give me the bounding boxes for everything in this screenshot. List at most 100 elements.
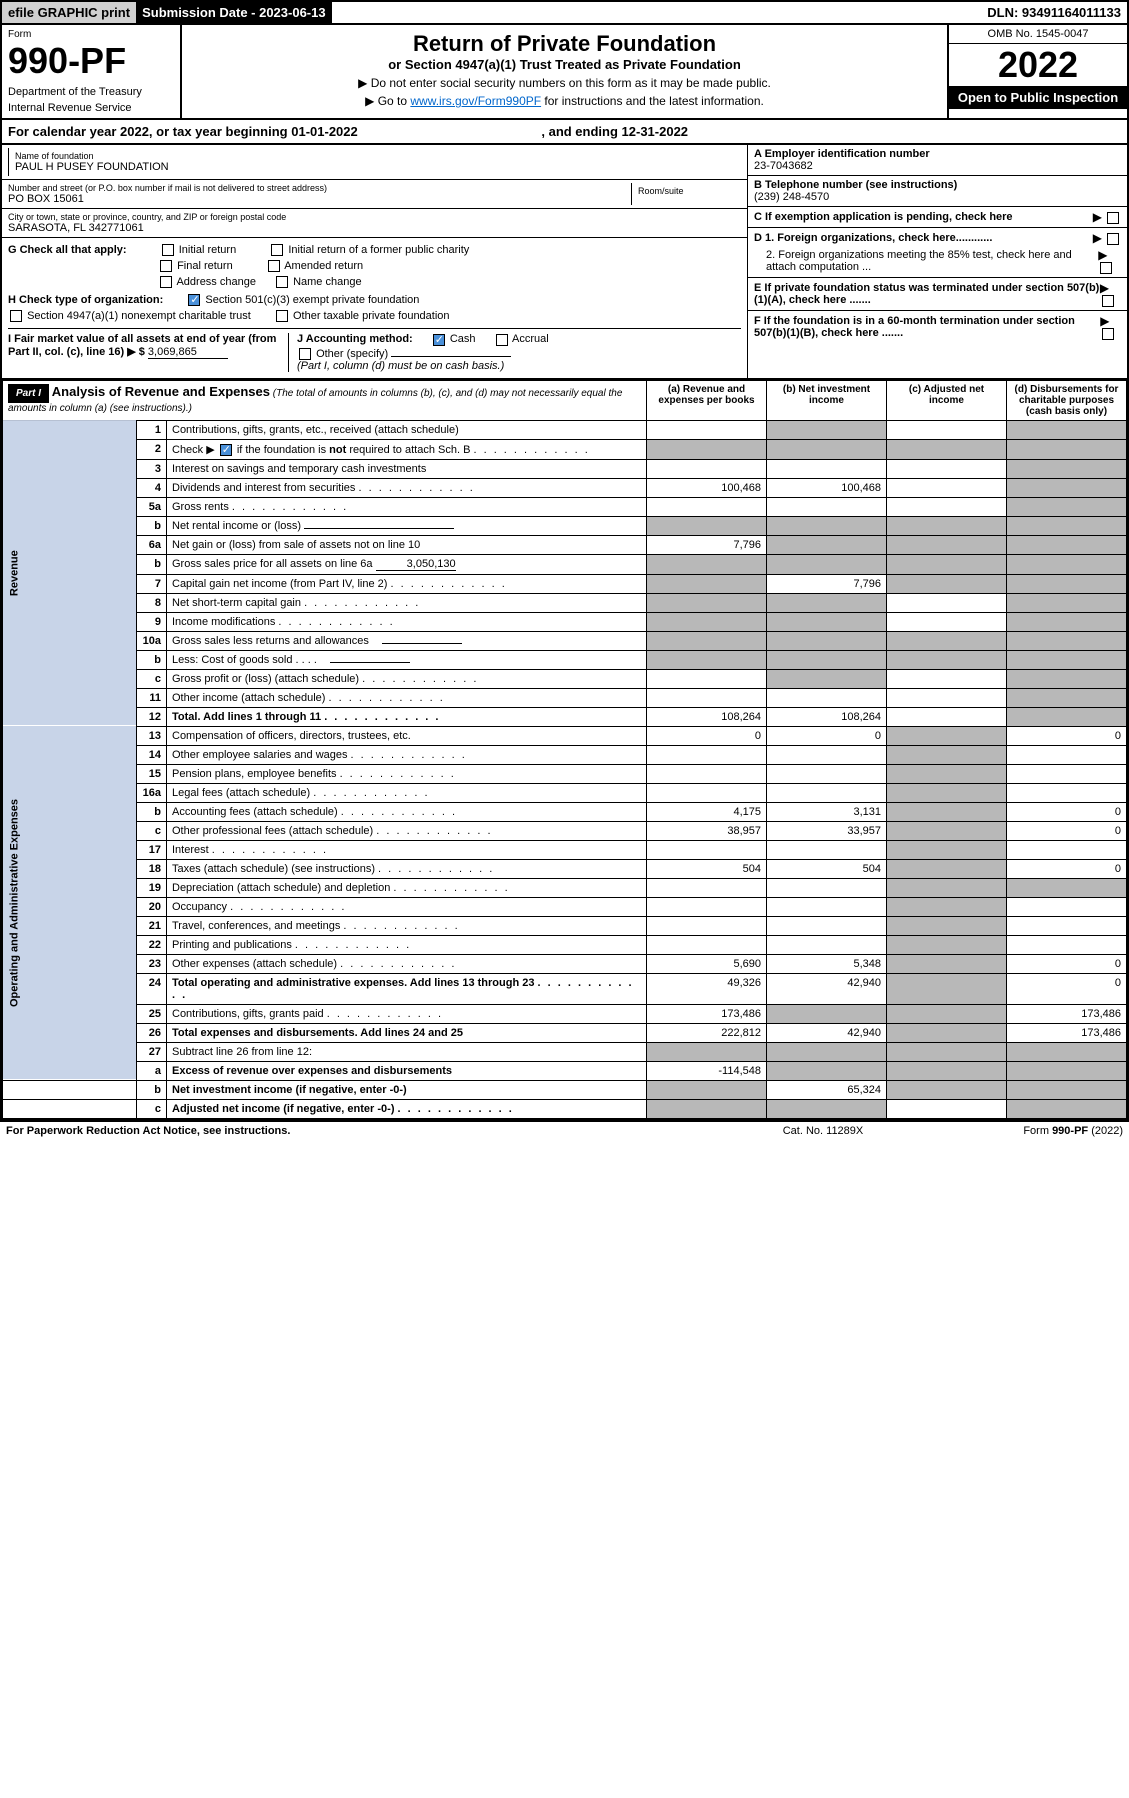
l24-d: 0 — [1007, 973, 1127, 1004]
check-initial-return[interactable] — [162, 244, 174, 256]
page-footer: For Paperwork Reduction Act Notice, see … — [0, 1121, 1129, 1140]
check-address-change[interactable] — [160, 276, 172, 288]
info-grid: Name of foundation PAUL H PUSEY FOUNDATI… — [0, 145, 1129, 380]
line-17: Interest — [167, 840, 647, 859]
l13-d: 0 — [1007, 726, 1127, 745]
check-c[interactable] — [1107, 212, 1119, 224]
col-b-header: (b) Net investment income — [767, 380, 887, 420]
header-left: Form 990-PF Department of the Treasury I… — [2, 25, 182, 118]
l26-d: 173,486 — [1007, 1023, 1127, 1042]
line-10b: Less: Cost of goods sold . . . . — [167, 650, 647, 669]
addr-label: Number and street (or P.O. box number if… — [8, 183, 631, 193]
check-name-change[interactable] — [276, 276, 288, 288]
revenue-label: Revenue — [3, 420, 137, 726]
check-4947[interactable] — [10, 310, 22, 322]
line-8: Net short-term capital gain — [167, 593, 647, 612]
analysis-table: Part I Analysis of Revenue and Expenses … — [2, 380, 1127, 1119]
line-5b: Net rental income or (loss) — [167, 516, 647, 535]
form-label: Form — [8, 29, 174, 40]
line-1: Contributions, gifts, grants, etc., rece… — [167, 420, 647, 439]
l13-b: 0 — [767, 726, 887, 745]
check-d2[interactable] — [1100, 262, 1112, 274]
b-label: B Telephone number (see instructions) — [754, 179, 1121, 191]
i-value: 3,069,865 — [148, 346, 228, 359]
line-10a: Gross sales less returns and allowances — [167, 631, 647, 650]
check-f[interactable] — [1102, 328, 1114, 340]
line-13: Compensation of officers, directors, tru… — [167, 726, 647, 745]
info-left: Name of foundation PAUL H PUSEY FOUNDATI… — [2, 145, 747, 378]
l16c-b: 33,957 — [767, 821, 887, 840]
l24-b: 42,940 — [767, 973, 887, 1004]
col-a-header: (a) Revenue and expenses per books — [647, 380, 767, 420]
line-18: Taxes (attach schedule) (see instruction… — [167, 859, 647, 878]
line-25: Contributions, gifts, grants paid — [167, 1004, 647, 1023]
line-12: Total. Add lines 1 through 11 — [167, 707, 647, 726]
a-label: A Employer identification number — [754, 148, 1121, 160]
line-14: Other employee salaries and wages — [167, 745, 647, 764]
l26-a: 222,812 — [647, 1023, 767, 1042]
i-label: I Fair market value of all assets at end… — [8, 333, 276, 358]
l23-b: 5,348 — [767, 954, 887, 973]
line-10c: Gross profit or (loss) (attach schedule) — [167, 669, 647, 688]
info-right: A Employer identification number 23-7043… — [747, 145, 1127, 378]
col-c-header: (c) Adjusted net income — [887, 380, 1007, 420]
check-amended[interactable] — [268, 260, 280, 272]
line-2: Check ▶ if the foundation is not require… — [167, 439, 647, 459]
l27a-a: -114,548 — [647, 1061, 767, 1080]
l25-a: 173,486 — [647, 1004, 767, 1023]
check-cash[interactable] — [433, 334, 445, 346]
l16c-d: 0 — [1007, 821, 1127, 840]
efile-label[interactable]: efile GRAPHIC print — [2, 2, 136, 23]
line-15: Pension plans, employee benefits — [167, 764, 647, 783]
check-other-method[interactable] — [299, 348, 311, 360]
check-accrual[interactable] — [496, 334, 508, 346]
check-schb[interactable] — [220, 444, 232, 456]
l23-a: 5,690 — [647, 954, 767, 973]
line-6a: Net gain or (loss) from sale of assets n… — [167, 535, 647, 554]
submission-date: Submission Date - 2023-06-13 — [136, 2, 332, 23]
check-d1[interactable] — [1107, 233, 1119, 245]
d1-label: D 1. Foreign organizations, check here..… — [754, 232, 992, 244]
address: PO BOX 15061 — [8, 193, 631, 205]
header-center: Return of Private Foundation or Section … — [182, 25, 947, 118]
form-title: Return of Private Foundation — [188, 31, 941, 57]
line-4: Dividends and interest from securities — [167, 478, 647, 497]
form-header: Form 990-PF Department of the Treasury I… — [0, 25, 1129, 120]
line-11: Other income (attach schedule) — [167, 688, 647, 707]
footer-right: Form 990-PF (2022) — [923, 1125, 1123, 1137]
l27b-b: 65,324 — [767, 1080, 887, 1099]
line-16b: Accounting fees (attach schedule) — [167, 802, 647, 821]
g-label: G Check all that apply: — [8, 244, 127, 256]
l18-a: 504 — [647, 859, 767, 878]
line-6b: Gross sales price for all assets on line… — [167, 554, 647, 574]
line-20: Occupancy — [167, 897, 647, 916]
dln: DLN: 93491164011133 — [981, 2, 1127, 23]
l7-b: 7,796 — [767, 574, 887, 593]
city-state-zip: SARASOTA, FL 342771061 — [8, 222, 741, 234]
line-9: Income modifications — [167, 612, 647, 631]
calendar-year-row: For calendar year 2022, or tax year begi… — [0, 120, 1129, 145]
line-27b: Net investment income (if negative, ente… — [167, 1080, 647, 1099]
check-e[interactable] — [1102, 295, 1114, 307]
line-3: Interest on savings and temporary cash i… — [167, 459, 647, 478]
check-final-return[interactable] — [160, 260, 172, 272]
part1: Part I Analysis of Revenue and Expenses … — [0, 380, 1129, 1121]
l26-b: 42,940 — [767, 1023, 887, 1042]
check-501c3[interactable] — [188, 294, 200, 306]
line-27: Subtract line 26 from line 12: — [167, 1042, 647, 1061]
e-label: E If private foundation status was termi… — [754, 282, 1100, 306]
foundation-name: PAUL H PUSEY FOUNDATION — [15, 161, 735, 173]
l16c-a: 38,957 — [647, 821, 767, 840]
top-bar: efile GRAPHIC print Submission Date - 20… — [0, 0, 1129, 25]
phone: (239) 248-4570 — [754, 191, 1121, 203]
name-label: Name of foundation — [15, 151, 735, 161]
irs-link[interactable]: www.irs.gov/Form990PF — [410, 94, 541, 108]
l16b-d: 0 — [1007, 802, 1127, 821]
part1-label: Part I — [8, 384, 49, 403]
d2-label: 2. Foreign organizations meeting the 85%… — [754, 249, 1098, 273]
check-other-taxable[interactable] — [276, 310, 288, 322]
check-initial-public[interactable] — [271, 244, 283, 256]
instr-link: ▶ Go to www.irs.gov/Form990PF for instru… — [188, 94, 941, 108]
l16b-a: 4,175 — [647, 802, 767, 821]
line-24: Total operating and administrative expen… — [167, 973, 647, 1004]
